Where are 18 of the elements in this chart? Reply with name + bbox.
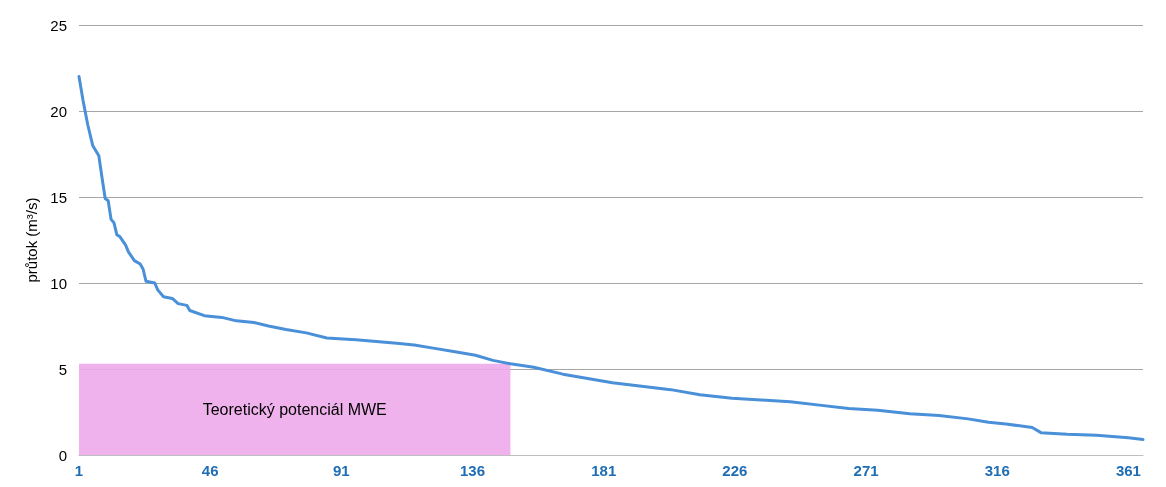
x-tick-label: 271 [853,462,879,479]
x-tick-label: 316 [984,462,1010,479]
y-axis-title: průtok (m³/s) [23,197,40,283]
y-tick-label: 5 [58,360,67,378]
line-series [77,75,1145,442]
band-label: Teoretický potenciál MWE [202,400,387,418]
x-tick-label: 46 [201,462,219,479]
x-tick-label: 181 [591,462,617,479]
x-tick-label: 91 [333,462,350,479]
y-tick-label: 20 [50,102,67,120]
y-tick-label: 25 [50,16,67,34]
x-tick-label: 1 [74,462,84,479]
y-tick-label: 0 [58,446,67,464]
x-tick-label: 136 [460,462,486,479]
y-tick-label: 15 [50,188,67,206]
x-tick-label: 361 [1115,462,1141,479]
y-tick-label: 10 [50,274,67,292]
x-tick-label: 226 [722,462,748,479]
